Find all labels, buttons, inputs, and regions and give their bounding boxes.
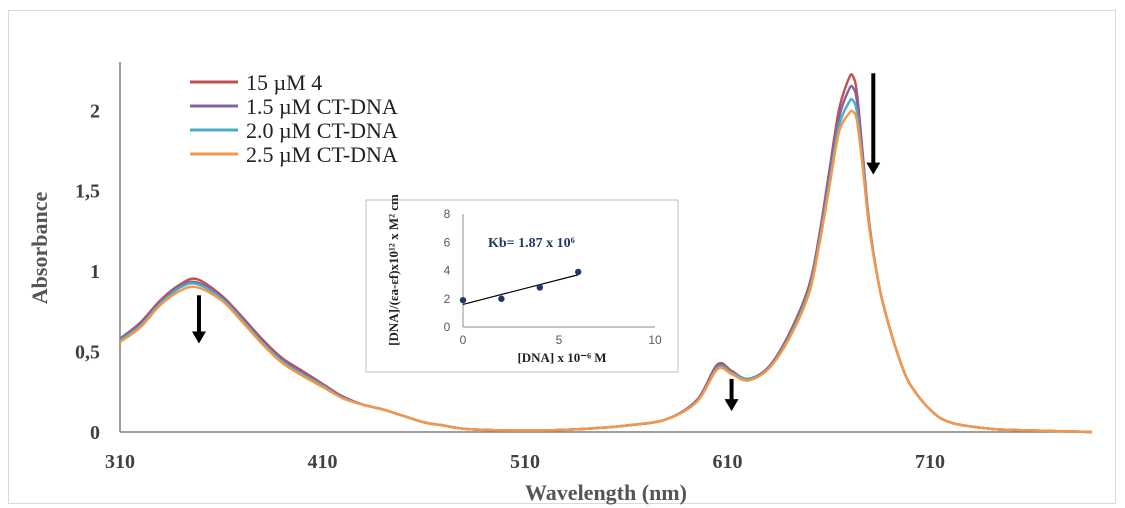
legend-label: 2.5 µM CT-DNA: [246, 142, 398, 167]
inset-y-tick-label: 0: [444, 320, 451, 334]
y-tick-label: 0: [90, 422, 100, 444]
inset-y-tick-label: 2: [444, 292, 451, 306]
inset-y-tick-label: 8: [444, 207, 451, 221]
x-tick-label: 510: [510, 451, 540, 473]
down-arrow: [191, 295, 206, 344]
fit-line: [462, 274, 579, 305]
chart-frame: [8, 10, 1116, 504]
inset-x-tick-labels: 0 5 10: [460, 333, 662, 347]
y-tick-label: 0,5: [75, 342, 100, 364]
legend-entry: 2.0 µM CT-DNA: [190, 118, 398, 143]
legend-entry: 15 µM 4: [190, 70, 322, 95]
x-tick-labels: 310 410 510 610 710: [105, 451, 945, 473]
inset-data-point: [459, 296, 467, 304]
x-tick-label: 610: [713, 451, 743, 473]
inset-fit-line: [462, 274, 579, 305]
inset-chart: 0 2 4 6 8 0 5 10 Kb= 1.87 x 10⁶ [DNA] x 10⁻⁶ M…: [365, 194, 679, 373]
inset-data-point: [536, 284, 543, 291]
x-tick-label: 310: [105, 451, 135, 473]
y-axis-title: Absorbance: [27, 192, 52, 305]
down-arrow: [724, 378, 739, 412]
main-axes: [119, 62, 1092, 433]
inset-kb-annotation: Kb= 1.87 x 10⁶: [488, 236, 575, 251]
inset-y-tick-label: 4: [444, 264, 451, 278]
inset-x-tick-label: 0: [460, 333, 467, 347]
legend-entry: 1.5 µM CT-DNA: [190, 94, 398, 119]
y-tick-label: 2: [90, 100, 100, 122]
inset-y-axis-title: [DNA]/(εa-εf)x10¹² x M² cm: [386, 194, 401, 346]
inset-x-tick-label: 10: [648, 333, 662, 347]
trend-arrows: [191, 73, 881, 412]
inset-y-tick-label: 6: [444, 235, 451, 249]
inset-y-tick-labels: 0 2 4 6 8: [444, 207, 451, 334]
x-tick-label: 710: [915, 451, 945, 473]
series-line: [119, 109, 1093, 434]
y-tick-label: 1: [90, 261, 100, 283]
legend-label: 15 µM 4: [246, 70, 322, 95]
x-tick-label: 410: [308, 451, 338, 473]
legend-label: 1.5 µM CT-DNA: [246, 94, 398, 119]
x-axis-title: Wavelength (nm): [525, 480, 687, 505]
y-tick-label: 1,5: [75, 181, 100, 203]
inset-background: [365, 199, 679, 373]
inset-data-point: [575, 268, 582, 276]
y-tick-labels: 0 0,5 1 1,5 2: [75, 100, 100, 444]
down-arrow: [866, 73, 881, 175]
inset-x-axis-title: [DNA] x 10⁻⁶ M: [517, 350, 606, 365]
legend-entry: 2.5 µM CT-DNA: [190, 142, 398, 167]
inset-points: [459, 268, 582, 304]
legend-label: 2.0 µM CT-DNA: [246, 118, 398, 143]
inset-x-tick-label: 5: [556, 333, 563, 347]
inset-data-point: [498, 295, 505, 302]
spectra-series: [119, 72, 1093, 434]
